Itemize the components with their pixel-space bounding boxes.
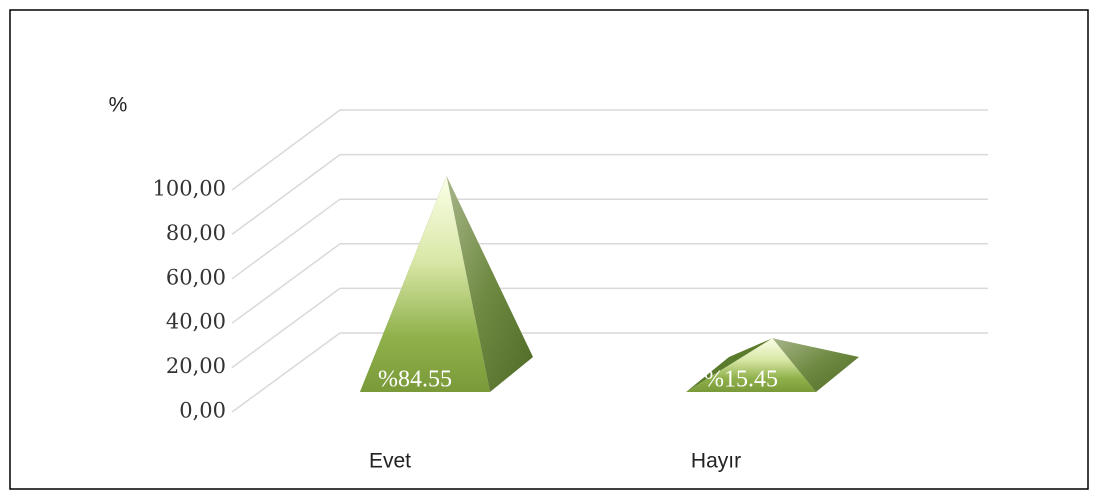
pyramid-front-face bbox=[686, 338, 816, 392]
value-label: %15.45 bbox=[704, 367, 778, 393]
grid-line bbox=[231, 243, 341, 324]
pyramid bbox=[686, 338, 859, 392]
x-tick-label: Evet bbox=[369, 450, 411, 473]
pyramid-front-face bbox=[360, 175, 490, 392]
frame bbox=[9, 9, 1089, 490]
y-tick-label: 100,00 bbox=[153, 177, 226, 201]
y-tick-label: 0,00 bbox=[179, 399, 226, 423]
pyramid-side-face bbox=[446, 175, 533, 392]
pyramid-side-face bbox=[772, 338, 859, 392]
grid-line bbox=[231, 198, 341, 280]
grid-line bbox=[231, 109, 341, 191]
y-tick-label: 20,00 bbox=[166, 354, 226, 378]
y-tick-label: 60,00 bbox=[166, 265, 226, 289]
y-axis-label: % bbox=[109, 94, 128, 117]
grid-line bbox=[231, 153, 341, 236]
value-label: %84.55 bbox=[378, 367, 452, 393]
grid-line bbox=[231, 287, 341, 369]
y-tick-label: 80,00 bbox=[166, 221, 226, 245]
grid-line bbox=[231, 332, 341, 413]
y-tick-label: 40,00 bbox=[166, 310, 226, 334]
pyramid bbox=[360, 175, 533, 392]
x-tick-label: Hayır bbox=[691, 450, 741, 473]
